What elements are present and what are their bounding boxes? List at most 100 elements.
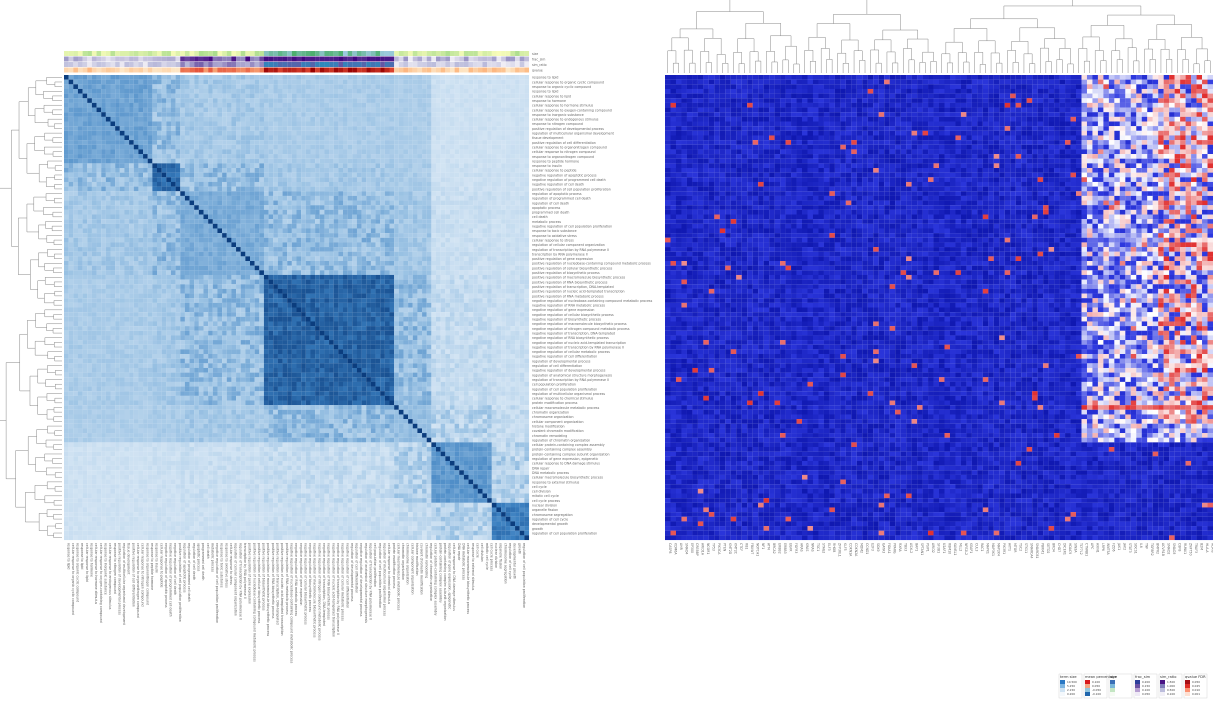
similarity-cell (208, 145, 213, 150)
similarity-cell (78, 280, 83, 285)
similarity-cell (450, 215, 455, 220)
annotation-cell-frac_sim (73, 57, 78, 62)
similarity-cell (478, 252, 483, 257)
similarity-cell (427, 252, 432, 257)
similarity-cell (162, 247, 167, 252)
annotation-cell-size (101, 51, 106, 56)
similarity-cell (450, 182, 455, 187)
similarity-cell (120, 168, 125, 173)
similarity-cell (366, 224, 371, 229)
similarity-cell (241, 182, 246, 187)
annotation-cell-qvalue (92, 68, 97, 73)
similarity-cell (115, 108, 120, 113)
similarity-cell (87, 112, 92, 117)
similarity-cell (483, 219, 488, 224)
similarity-cell (124, 122, 129, 127)
similarity-cell (227, 122, 232, 127)
similarity-cell (390, 270, 395, 275)
similarity-cell (506, 159, 511, 164)
similarity-cell (208, 261, 213, 266)
similarity-cell (506, 94, 511, 99)
similarity-cell (301, 108, 306, 113)
similarity-cell (236, 94, 241, 99)
similarity-cell (390, 187, 395, 192)
similarity-cell (427, 215, 432, 220)
annotation-cell-qvalue (185, 68, 190, 73)
similarity-cell (478, 108, 483, 113)
similarity-cell (520, 252, 525, 257)
similarity-cell (338, 256, 343, 261)
similarity-cell (352, 191, 357, 196)
similarity-cell (101, 205, 106, 210)
similarity-cell (69, 266, 74, 271)
similarity-cell (97, 168, 102, 173)
similarity-cell (329, 210, 334, 215)
similarity-cell (138, 159, 143, 164)
similarity-cell (213, 261, 218, 266)
similarity-cell (255, 103, 260, 108)
similarity-cell (157, 233, 162, 238)
similarity-cell (283, 173, 288, 178)
similarity-cell (166, 103, 171, 108)
similarity-cell (213, 94, 218, 99)
similarity-cell (101, 94, 106, 99)
similarity-cell (255, 252, 260, 257)
similarity-cell (436, 261, 441, 266)
annotation-cell-sim_ratio (101, 62, 106, 67)
row-dendrogram-branch (53, 212, 62, 217)
similarity-cell (129, 131, 134, 136)
similarity-cell (436, 135, 441, 140)
similarity-cell (287, 103, 292, 108)
similarity-cell (520, 140, 525, 145)
similarity-cell (422, 196, 427, 201)
similarity-cell (455, 228, 460, 233)
similarity-cell (269, 173, 274, 178)
similarity-cell (403, 242, 408, 247)
similarity-cell (120, 154, 125, 159)
similarity-cell (287, 215, 292, 220)
similarity-cell (148, 275, 153, 280)
similarity-cell (236, 256, 241, 261)
similarity-cell (208, 187, 213, 192)
similarity-cell (371, 145, 376, 150)
similarity-cell (64, 163, 69, 168)
similarity-cell (152, 94, 157, 99)
similarity-cell (231, 173, 236, 178)
similarity-cell (324, 224, 329, 229)
similarity-cell (297, 154, 302, 159)
similarity-cell (478, 131, 483, 136)
similarity-cell (199, 149, 204, 154)
similarity-cell (111, 233, 116, 238)
similarity-cell (506, 112, 511, 117)
annotation-cell-qvalue (524, 68, 529, 73)
similarity-cell (380, 163, 385, 168)
similarity-cell (459, 80, 464, 85)
similarity-cell (69, 177, 74, 182)
similarity-cell (227, 112, 232, 117)
similarity-cell (185, 131, 190, 136)
similarity-cell (492, 247, 497, 252)
similarity-cell (436, 173, 441, 178)
similarity-cell (348, 280, 353, 285)
similarity-cell (273, 182, 278, 187)
similarity-cell (176, 275, 181, 280)
similarity-cell (520, 215, 525, 220)
similarity-cell (343, 270, 348, 275)
similarity-cell (510, 242, 515, 247)
similarity-cell (78, 163, 83, 168)
annotation-cell-frac_sim (515, 57, 520, 62)
similarity-cell (487, 242, 492, 247)
similarity-cell (357, 173, 362, 178)
similarity-cell (343, 266, 348, 271)
similarity-cell (292, 168, 297, 173)
similarity-cell (231, 103, 236, 108)
similarity-cell (73, 112, 78, 117)
similarity-cell (380, 80, 385, 85)
similarity-cell (338, 280, 343, 285)
similarity-cell (231, 135, 236, 140)
similarity-cell (496, 168, 501, 173)
similarity-cell (73, 280, 78, 285)
similarity-cell (478, 242, 483, 247)
similarity-cell (348, 140, 353, 145)
similarity-cell (427, 159, 432, 164)
